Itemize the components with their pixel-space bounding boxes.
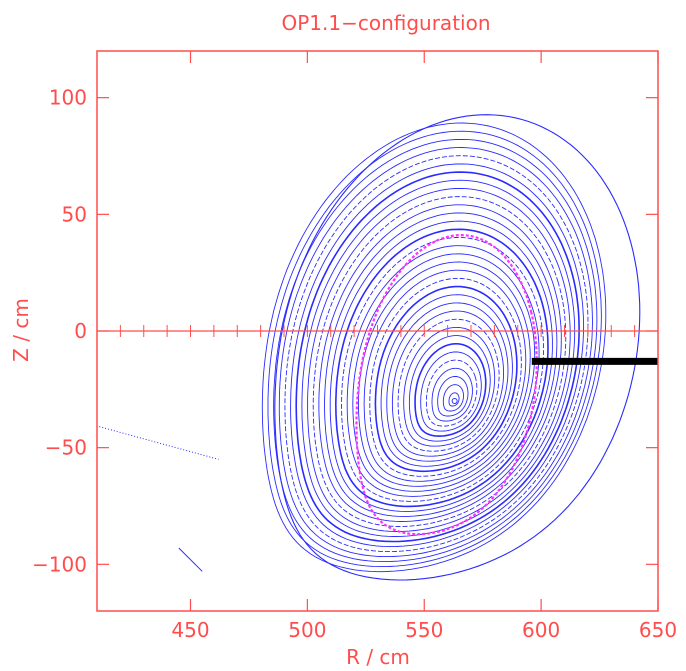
flux-surface <box>437 376 469 417</box>
flux-surface <box>278 147 593 558</box>
chart-title: OP1.1−configuration <box>281 11 490 35</box>
flux-surface <box>425 359 478 427</box>
flux-surface <box>408 335 491 442</box>
flux-surface <box>346 245 540 497</box>
y-tick-label: 100 <box>49 86 87 110</box>
flux-surface <box>391 310 504 457</box>
flux-surface <box>329 220 553 512</box>
flux-surface <box>301 179 576 537</box>
flux-surface <box>397 318 500 452</box>
x-tick-label: 500 <box>288 618 326 642</box>
y-tick-label: 0 <box>74 319 87 343</box>
flux-surface <box>352 253 536 492</box>
x-tick-label: 600 <box>522 618 560 642</box>
y-tick-label: −100 <box>32 552 87 576</box>
flux-surface <box>442 384 464 412</box>
flux-surface <box>420 351 482 432</box>
flux-surface <box>334 228 549 508</box>
axis-ticks <box>96 51 659 611</box>
flux-surface <box>431 367 473 422</box>
y-tick-label: −50 <box>45 436 87 460</box>
x-tick-label: 650 <box>639 618 677 642</box>
flux-surface <box>273 138 598 563</box>
flux-surface <box>386 302 509 462</box>
flux-surface <box>312 196 567 527</box>
flux-surface <box>261 122 607 573</box>
outer-boundary <box>274 114 641 581</box>
x-axis-label: R / cm <box>346 645 410 669</box>
flux-surface <box>358 261 531 487</box>
flux-surface <box>295 171 580 543</box>
flux-surfaces <box>99 114 658 581</box>
flux-surface <box>380 294 513 467</box>
flux-surface <box>267 130 602 568</box>
flux-surface <box>341 237 545 502</box>
flux-surface <box>363 269 527 482</box>
x-tick-label: 450 <box>171 618 209 642</box>
plot-frame <box>96 50 659 612</box>
stray-trace <box>99 426 219 460</box>
flux-surface <box>374 285 518 473</box>
flux-surface <box>369 277 522 477</box>
flux-surface <box>290 163 585 548</box>
flux-surface <box>403 326 496 447</box>
y-tick-label: 50 <box>62 202 87 226</box>
x-tick-label: 550 <box>405 618 443 642</box>
flux-surface <box>414 343 487 437</box>
flux-surface <box>324 212 558 517</box>
flux-surface <box>284 155 589 553</box>
y-axis-label: Z / cm <box>9 298 33 362</box>
flux-surface <box>307 187 571 532</box>
magnetic-axis <box>451 398 458 404</box>
small-fragment <box>178 547 203 572</box>
flux-surface <box>318 204 562 522</box>
highlight-surface <box>355 233 538 536</box>
flux-surface <box>448 392 460 407</box>
